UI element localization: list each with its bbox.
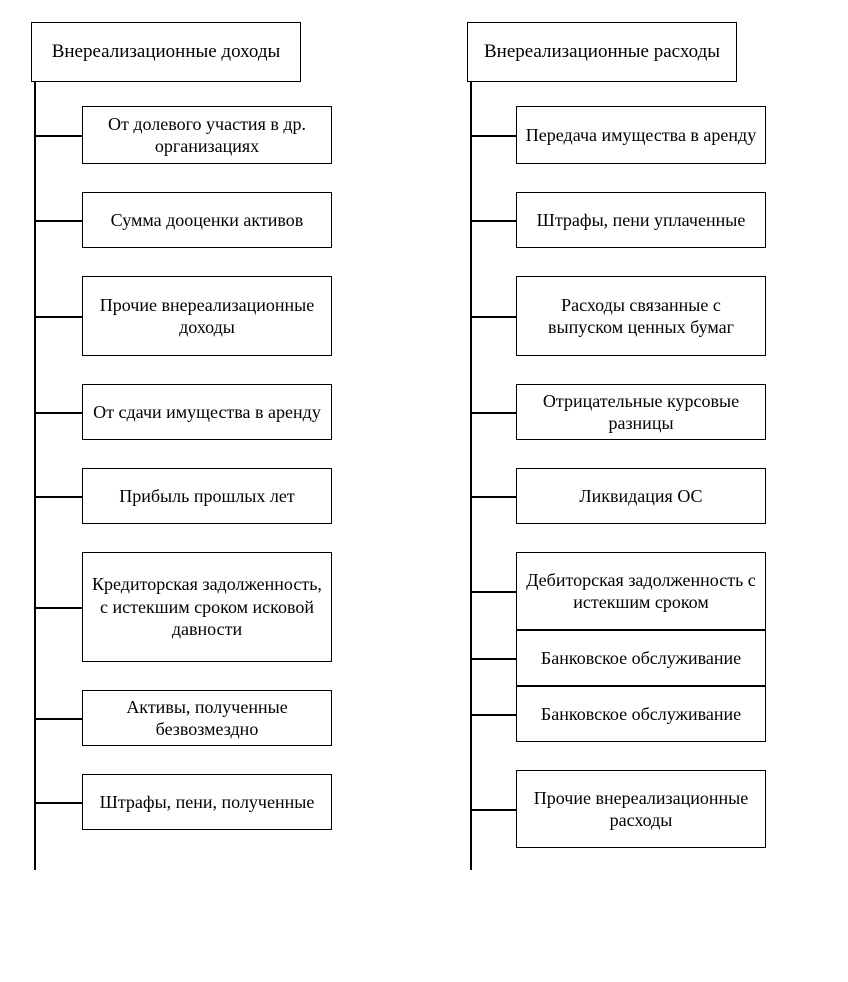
right-conn-3 [470, 412, 516, 414]
right-item-6-label: Банковское обслуживание [541, 647, 741, 670]
right-conn-0 [470, 135, 516, 137]
left-conn-3 [34, 412, 82, 414]
right-item-8-label: Прочие внереализационные расходы [525, 787, 757, 832]
left-item-6-label: Активы, полученные безвозмездно [91, 696, 323, 741]
right-item-1-label: Штрафы, пени уплаченные [537, 209, 746, 232]
left-conn-5 [34, 607, 82, 609]
right-item-2: Расходы связанные с выпуском ценных бума… [516, 276, 766, 356]
left-header-label: Внереализационные доходы [52, 40, 281, 64]
left-item-4-label: Прибыль прошлых лет [119, 485, 294, 508]
left-conn-4 [34, 496, 82, 498]
right-conn-6 [470, 658, 516, 660]
right-conn-5 [470, 591, 516, 593]
right-conn-1 [470, 220, 516, 222]
right-item-8: Прочие внереализационные расходы [516, 770, 766, 848]
right-item-7-label: Банковское обслуживание [541, 703, 741, 726]
right-item-4-label: Ликвидация ОС [579, 485, 702, 508]
left-item-7: Штрафы, пени, полученные [82, 774, 332, 830]
left-conn-2 [34, 316, 82, 318]
left-item-5-label: Кредиторская задолженность, с истекшим с… [91, 573, 323, 641]
right-spine [470, 82, 472, 870]
left-spine [34, 82, 36, 870]
left-item-2: Прочие внереализационные доходы [82, 276, 332, 356]
right-item-5-label: Дебиторская задолженность с истекшим сро… [525, 569, 757, 614]
diagram-canvas: Внереализационные доходы От долевого учас… [0, 0, 848, 982]
right-header-label: Внереализационные расходы [484, 40, 720, 64]
left-conn-0 [34, 135, 82, 137]
right-item-2-label: Расходы связанные с выпуском ценных бума… [525, 294, 757, 339]
right-item-0: Передача имущества в аренду [516, 106, 766, 164]
right-item-0-label: Передача имущества в аренду [526, 124, 756, 147]
right-item-6: Банковское обслуживание [516, 630, 766, 686]
left-item-3-label: От сдачи имущества в аренду [93, 401, 321, 424]
right-item-1: Штрафы, пени уплаченные [516, 192, 766, 248]
right-header: Внереализационные расходы [467, 22, 737, 82]
left-item-4: Прибыль прошлых лет [82, 468, 332, 524]
right-conn-7 [470, 714, 516, 716]
left-item-1: Сумма дооценки активов [82, 192, 332, 248]
left-conn-1 [34, 220, 82, 222]
right-item-5: Дебиторская задолженность с истекшим сро… [516, 552, 766, 630]
left-item-0-label: От долевого участия в др. организациях [91, 113, 323, 158]
left-conn-7 [34, 802, 82, 804]
left-item-6: Активы, полученные безвозмездно [82, 690, 332, 746]
right-item-3: Отрицательные курсовые разницы [516, 384, 766, 440]
right-conn-4 [470, 496, 516, 498]
left-item-1-label: Сумма дооценки активов [111, 209, 304, 232]
left-item-2-label: Прочие внереализационные доходы [91, 294, 323, 339]
left-conn-6 [34, 718, 82, 720]
left-item-5: Кредиторская задолженность, с истекшим с… [82, 552, 332, 662]
left-item-7-label: Штрафы, пени, полученные [100, 791, 315, 814]
right-item-3-label: Отрицательные курсовые разницы [525, 390, 757, 435]
right-item-7: Банковское обслуживание [516, 686, 766, 742]
right-item-4: Ликвидация ОС [516, 468, 766, 524]
left-item-0: От долевого участия в др. организациях [82, 106, 332, 164]
right-conn-2 [470, 316, 516, 318]
right-conn-8 [470, 809, 516, 811]
left-header: Внереализационные доходы [31, 22, 301, 82]
left-item-3: От сдачи имущества в аренду [82, 384, 332, 440]
